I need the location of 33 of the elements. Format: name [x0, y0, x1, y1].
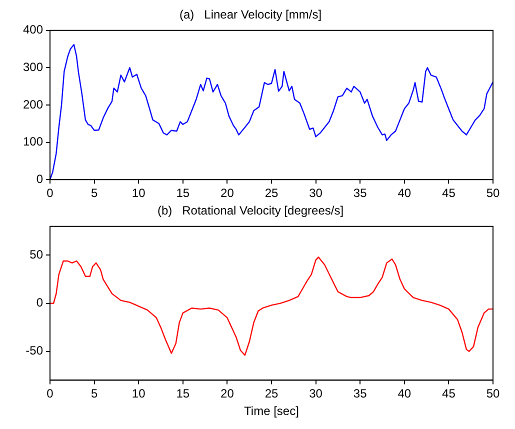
x-tick-label: 30: [309, 186, 323, 200]
y-tick-label: 0: [36, 296, 44, 310]
x-tick-label: 50: [486, 386, 500, 401]
y-tick-label: -50: [26, 344, 44, 358]
x-tick-label: 40: [398, 186, 412, 200]
x-tick-label: 50: [486, 186, 500, 200]
x-tick-label: 25: [264, 186, 278, 200]
x-tick-label: 0: [46, 186, 54, 200]
x-tick-label: 20: [220, 186, 234, 200]
y-tick-label: 200: [22, 97, 44, 112]
x-tick-label: 25: [264, 386, 278, 401]
x-tick-label: 20: [220, 386, 234, 401]
x-tick-label: 45: [442, 386, 456, 401]
x-tick-label: 45: [442, 186, 456, 200]
chart-title: (a) Linear Velocity [mm/s]: [179, 8, 322, 22]
y-tick-label: 0: [36, 172, 44, 186]
x-tick-label: 30: [309, 386, 323, 401]
x-tick-label: 10: [132, 386, 146, 401]
x-tick-label: 15: [176, 186, 190, 200]
x-tick-label: 5: [90, 186, 98, 200]
y-tick-label: 50: [30, 248, 44, 262]
x-tick-label: 35: [353, 386, 368, 401]
x-tick-label: 35: [353, 186, 368, 200]
x-tick-label: 5: [90, 386, 98, 401]
x-tick-label: 40: [398, 386, 412, 401]
y-tick-label: 400: [22, 22, 44, 37]
x-axis-title: Time [sec]: [244, 404, 299, 418]
x-tick-label: 10: [132, 186, 146, 200]
x-tick-label: 15: [176, 386, 190, 401]
x-tick-label: 0: [46, 386, 54, 401]
y-tick-label: 100: [22, 134, 44, 149]
y-tick-label: 300: [22, 60, 44, 74]
chart-title: (b) Rotational Velocity [degrees/s]: [157, 204, 344, 218]
